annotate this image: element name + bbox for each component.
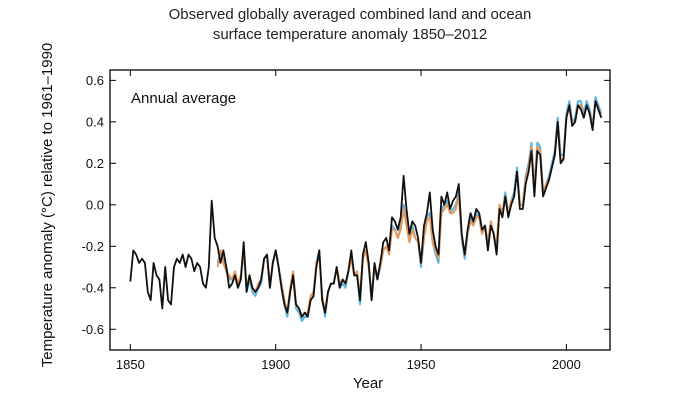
x-tick-label: 1900 — [261, 357, 290, 372]
chart-title-line-2: surface temperature anomaly 1850–2012 — [212, 26, 488, 43]
series-line-2 — [216, 100, 603, 318]
x-tick-label: 2000 — [552, 357, 581, 372]
y-tick-label: -0.4 — [82, 280, 104, 295]
y-tick-label: -0.2 — [82, 239, 104, 254]
y-tick-label: 0.2 — [86, 156, 104, 171]
y-tick-label: -0.6 — [82, 322, 104, 337]
chart-title-line-1: Observed globally averaged combined land… — [168, 6, 532, 23]
y-axis-label: Temperature anomaly (°C) relative to 196… — [39, 43, 56, 368]
annual-average-annotation: Annual average — [131, 90, 236, 107]
series-layer — [129, 96, 603, 322]
x-axis-label: Year — [353, 375, 383, 392]
x-tick-label: 1950 — [407, 357, 436, 372]
y-tick-label: 0.6 — [86, 73, 104, 88]
series-line-1 — [216, 96, 603, 322]
x-axis-ticks: 1850 1900 1950 2000 — [116, 70, 581, 372]
x-tick-label: 1850 — [116, 357, 145, 372]
plot-frame — [109, 69, 611, 351]
y-tick-label: 0.0 — [86, 197, 104, 212]
y-axis-ticks: -0.6 -0.4 -0.2 0.0 0.2 0.4 0.6 — [82, 73, 610, 337]
series-line-3 — [129, 100, 603, 318]
y-tick-label: 0.4 — [86, 114, 104, 129]
